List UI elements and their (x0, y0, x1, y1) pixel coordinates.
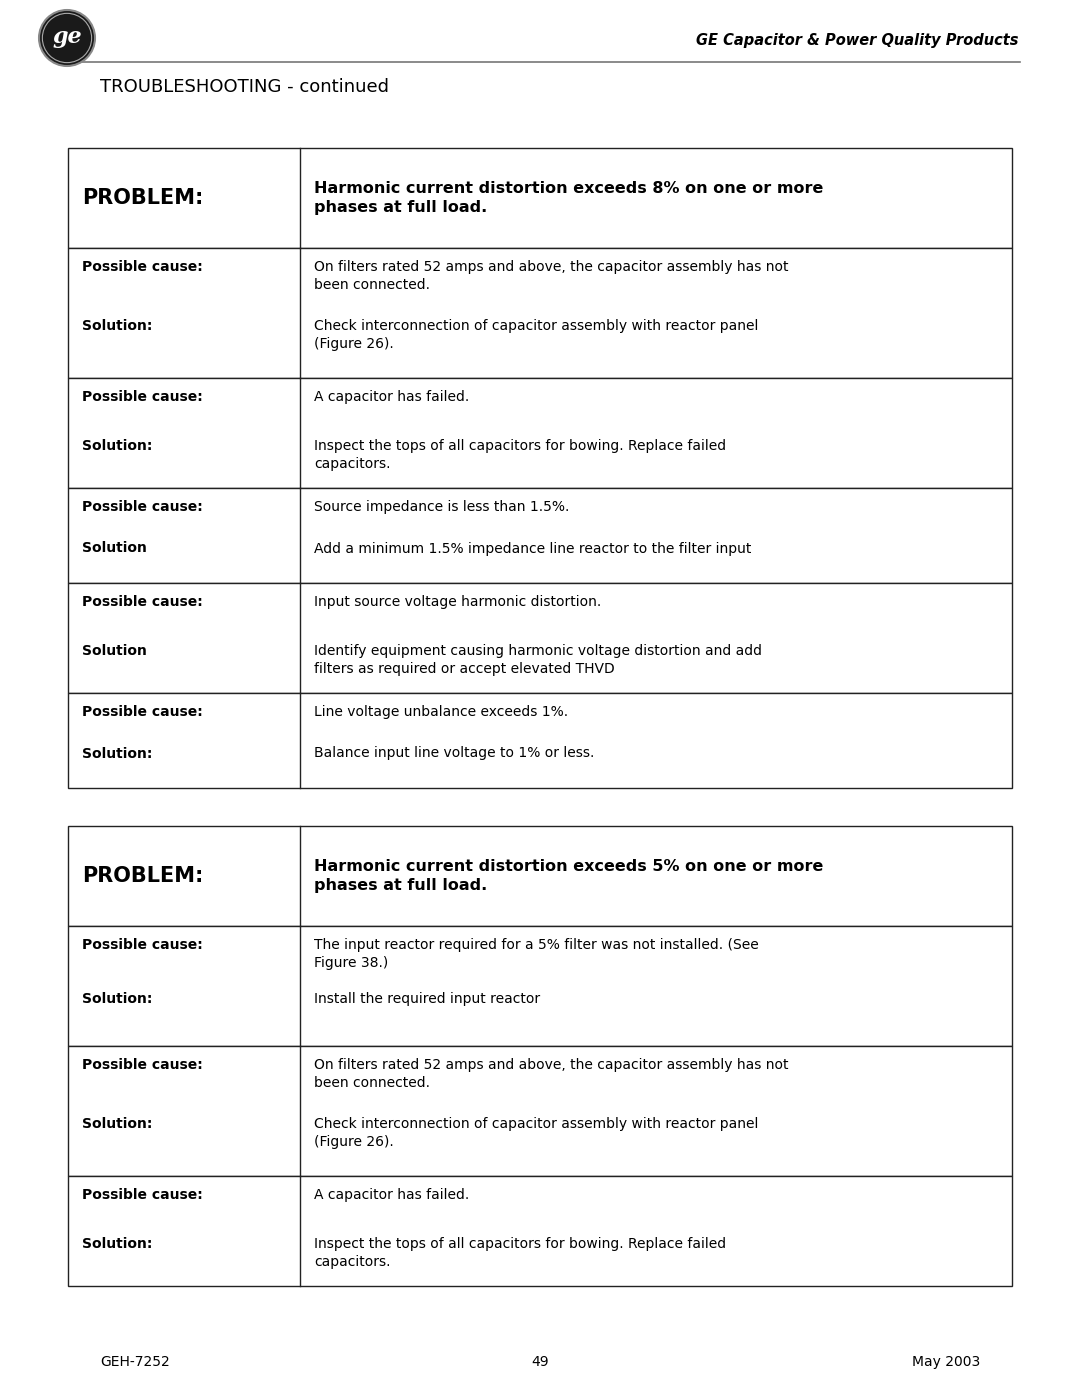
Text: Identify equipment causing harmonic voltage distortion and add
filters as requir: Identify equipment causing harmonic volt… (314, 644, 762, 676)
Text: Solution:: Solution: (82, 1236, 152, 1250)
Text: Possible cause:: Possible cause: (82, 595, 203, 609)
Text: Solution:: Solution: (82, 1118, 152, 1132)
Text: On filters rated 52 amps and above, the capacitor assembly has not
been connecte: On filters rated 52 amps and above, the … (314, 1058, 788, 1090)
Text: Solution:: Solution: (82, 439, 152, 453)
Text: Solution: Solution (82, 644, 147, 658)
Text: A capacitor has failed.: A capacitor has failed. (314, 390, 469, 404)
Text: Possible cause:: Possible cause: (82, 705, 203, 719)
Text: Line voltage unbalance exceeds 1%.: Line voltage unbalance exceeds 1%. (314, 705, 568, 719)
Text: Possible cause:: Possible cause: (82, 1058, 203, 1071)
Text: Check interconnection of capacitor assembly with reactor panel
(Figure 26).: Check interconnection of capacitor assem… (314, 1118, 758, 1148)
Bar (68, 1046, 1012, 1176)
Text: GEH-7252: GEH-7252 (100, 1355, 170, 1369)
Text: Solution:: Solution: (82, 992, 152, 1006)
Bar (68, 583, 1012, 693)
Text: Install the required input reactor: Install the required input reactor (314, 992, 540, 1006)
Text: 49: 49 (531, 1355, 549, 1369)
Text: A capacitor has failed.: A capacitor has failed. (314, 1187, 469, 1201)
Text: On filters rated 52 amps and above, the capacitor assembly has not
been connecte: On filters rated 52 amps and above, the … (314, 260, 788, 292)
Bar (68, 148, 1012, 249)
Text: Harmonic current distortion exceeds 8% on one or more
phases at full load.: Harmonic current distortion exceeds 8% o… (314, 180, 823, 215)
Text: The input reactor required for a 5% filter was not installed. (See
Figure 38.): The input reactor required for a 5% filt… (314, 937, 759, 970)
Text: Possible cause:: Possible cause: (82, 1187, 203, 1201)
Text: Source impedance is less than 1.5%.: Source impedance is less than 1.5%. (314, 500, 569, 514)
Text: Input source voltage harmonic distortion.: Input source voltage harmonic distortion… (314, 595, 602, 609)
Text: Solution:: Solution: (82, 319, 152, 332)
Text: Check interconnection of capacitor assembly with reactor panel
(Figure 26).: Check interconnection of capacitor assem… (314, 319, 758, 351)
Circle shape (39, 10, 95, 66)
Text: PROBLEM:: PROBLEM: (82, 866, 203, 886)
Text: May 2003: May 2003 (912, 1355, 980, 1369)
Text: Harmonic current distortion exceeds 5% on one or more
phases at full load.: Harmonic current distortion exceeds 5% o… (314, 859, 823, 894)
Text: Inspect the tops of all capacitors for bowing. Replace failed
capacitors.: Inspect the tops of all capacitors for b… (314, 439, 726, 471)
Text: Possible cause:: Possible cause: (82, 390, 203, 404)
Text: TROUBLESHOOTING - continued: TROUBLESHOOTING - continued (100, 78, 389, 96)
Bar (68, 926, 1012, 1046)
Bar (68, 1176, 1012, 1287)
Text: PROBLEM:: PROBLEM: (82, 189, 203, 208)
Bar (68, 693, 1012, 788)
Bar (68, 488, 1012, 583)
Text: Balance input line voltage to 1% or less.: Balance input line voltage to 1% or less… (314, 746, 594, 760)
Text: Possible cause:: Possible cause: (82, 937, 203, 951)
Bar (68, 379, 1012, 488)
Text: ge: ge (52, 27, 82, 47)
Text: Solution:: Solution: (82, 746, 152, 760)
Bar (68, 826, 1012, 926)
Text: GE Capacitor & Power Quality Products: GE Capacitor & Power Quality Products (696, 32, 1018, 47)
Bar (68, 249, 1012, 379)
Text: Inspect the tops of all capacitors for bowing. Replace failed
capacitors.: Inspect the tops of all capacitors for b… (314, 1236, 726, 1268)
Text: Add a minimum 1.5% impedance line reactor to the filter input: Add a minimum 1.5% impedance line reacto… (314, 542, 752, 556)
Text: Solution: Solution (82, 542, 147, 556)
Text: Possible cause:: Possible cause: (82, 500, 203, 514)
Text: Possible cause:: Possible cause: (82, 260, 203, 274)
